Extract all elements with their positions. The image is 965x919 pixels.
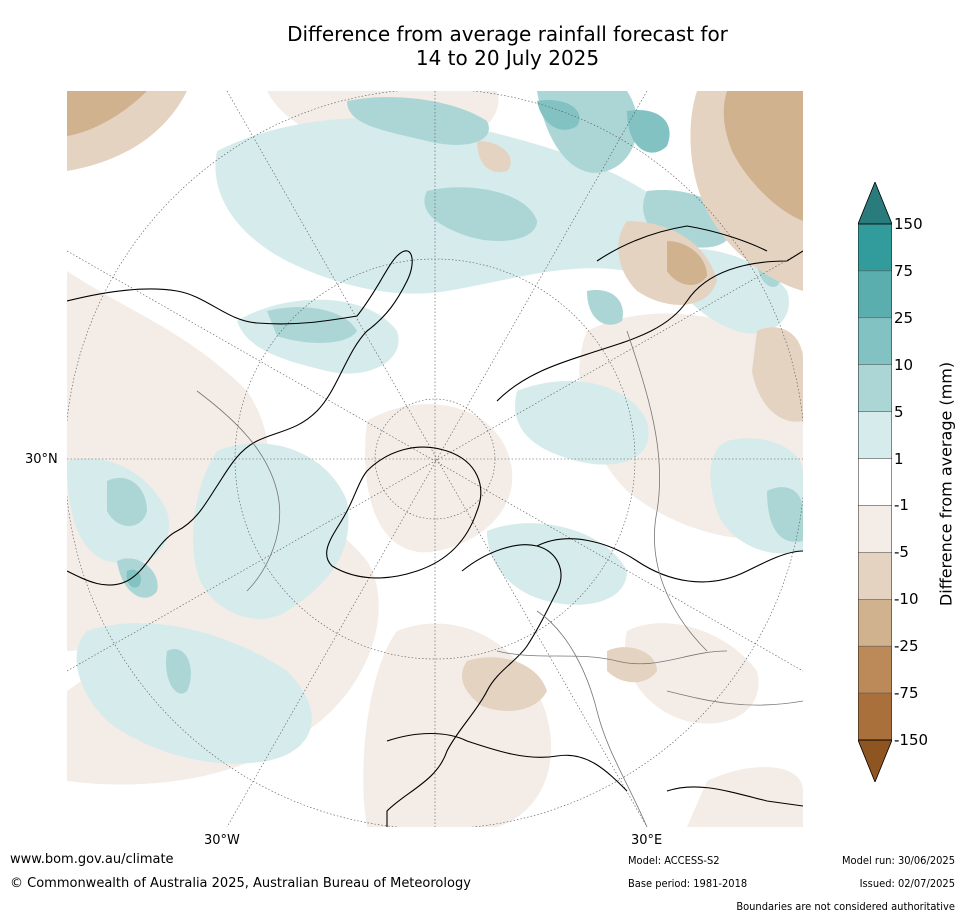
colorbar-segment xyxy=(858,645,892,694)
boundaries xyxy=(196,330,803,827)
wetter-light-areas xyxy=(67,117,803,764)
colorbar-tick-label: -5 xyxy=(894,543,909,562)
model-run: Model run: 30/06/2025 xyxy=(842,854,955,867)
issued-date: Issued: 02/07/2025 xyxy=(859,877,955,890)
rainfall-difference-map xyxy=(67,91,803,827)
drier-strong-areas xyxy=(67,91,803,286)
colorbar-segment xyxy=(858,505,892,553)
colorbar-segment xyxy=(858,599,892,647)
colorbar-tick-label: 1 xyxy=(894,449,904,468)
lon-label-30w: 30°W xyxy=(204,833,240,848)
colorbar-tick-label: -150 xyxy=(894,731,929,749)
colorbar-tick-label: -25 xyxy=(894,637,919,656)
colorbar-outline xyxy=(858,223,892,741)
colorbar-segment xyxy=(858,270,892,319)
colorbar-tick-label: 25 xyxy=(894,308,914,327)
title-line-1: Difference from average rainfall forecas… xyxy=(287,22,728,46)
colorbar-tick-label: 150 xyxy=(894,215,923,233)
colorbar-extend-top xyxy=(858,182,892,225)
colorbar-segment xyxy=(858,411,892,459)
boundaries-disclaimer: Boundaries are not considered authoritat… xyxy=(736,900,955,913)
colorbar-segment xyxy=(858,364,892,412)
wetter-strong-areas xyxy=(126,100,670,588)
colorbar-segment xyxy=(858,317,892,365)
colorbar-tick-label: 5 xyxy=(894,402,904,421)
colorbar-extend-bottom xyxy=(858,739,892,782)
colorbar-segment xyxy=(858,692,892,741)
map-title: Difference from average rainfall forecas… xyxy=(0,22,965,70)
colorbar xyxy=(858,182,892,782)
lat-label-30n: 30°N xyxy=(25,452,58,467)
coastlines xyxy=(67,225,803,827)
colorbar-segment xyxy=(858,552,892,600)
colorbar-segment xyxy=(858,223,892,272)
colorbar-tick-label: -10 xyxy=(894,590,919,609)
lon-label-30e: 30°E xyxy=(631,833,663,848)
colorbar-tick-label: -75 xyxy=(894,684,919,703)
colorbar-segment xyxy=(858,458,892,506)
base-period: Base period: 1981-2018 xyxy=(628,877,748,890)
model-name: Model: ACCESS-S2 xyxy=(628,854,720,867)
colorbar-title: Difference from average (mm) xyxy=(936,361,956,607)
copyright-text: © Commonwealth of Australia 2025, Austra… xyxy=(10,876,471,891)
title-line-2: 14 to 20 July 2025 xyxy=(415,46,600,70)
colorbar-tick-label: 75 xyxy=(894,261,914,280)
graticule xyxy=(67,91,803,827)
website-link[interactable]: www.bom.gov.au/climate xyxy=(10,852,174,867)
colorbar-tick-label: -1 xyxy=(894,496,909,515)
colorbar-tick-label: 10 xyxy=(894,355,914,374)
